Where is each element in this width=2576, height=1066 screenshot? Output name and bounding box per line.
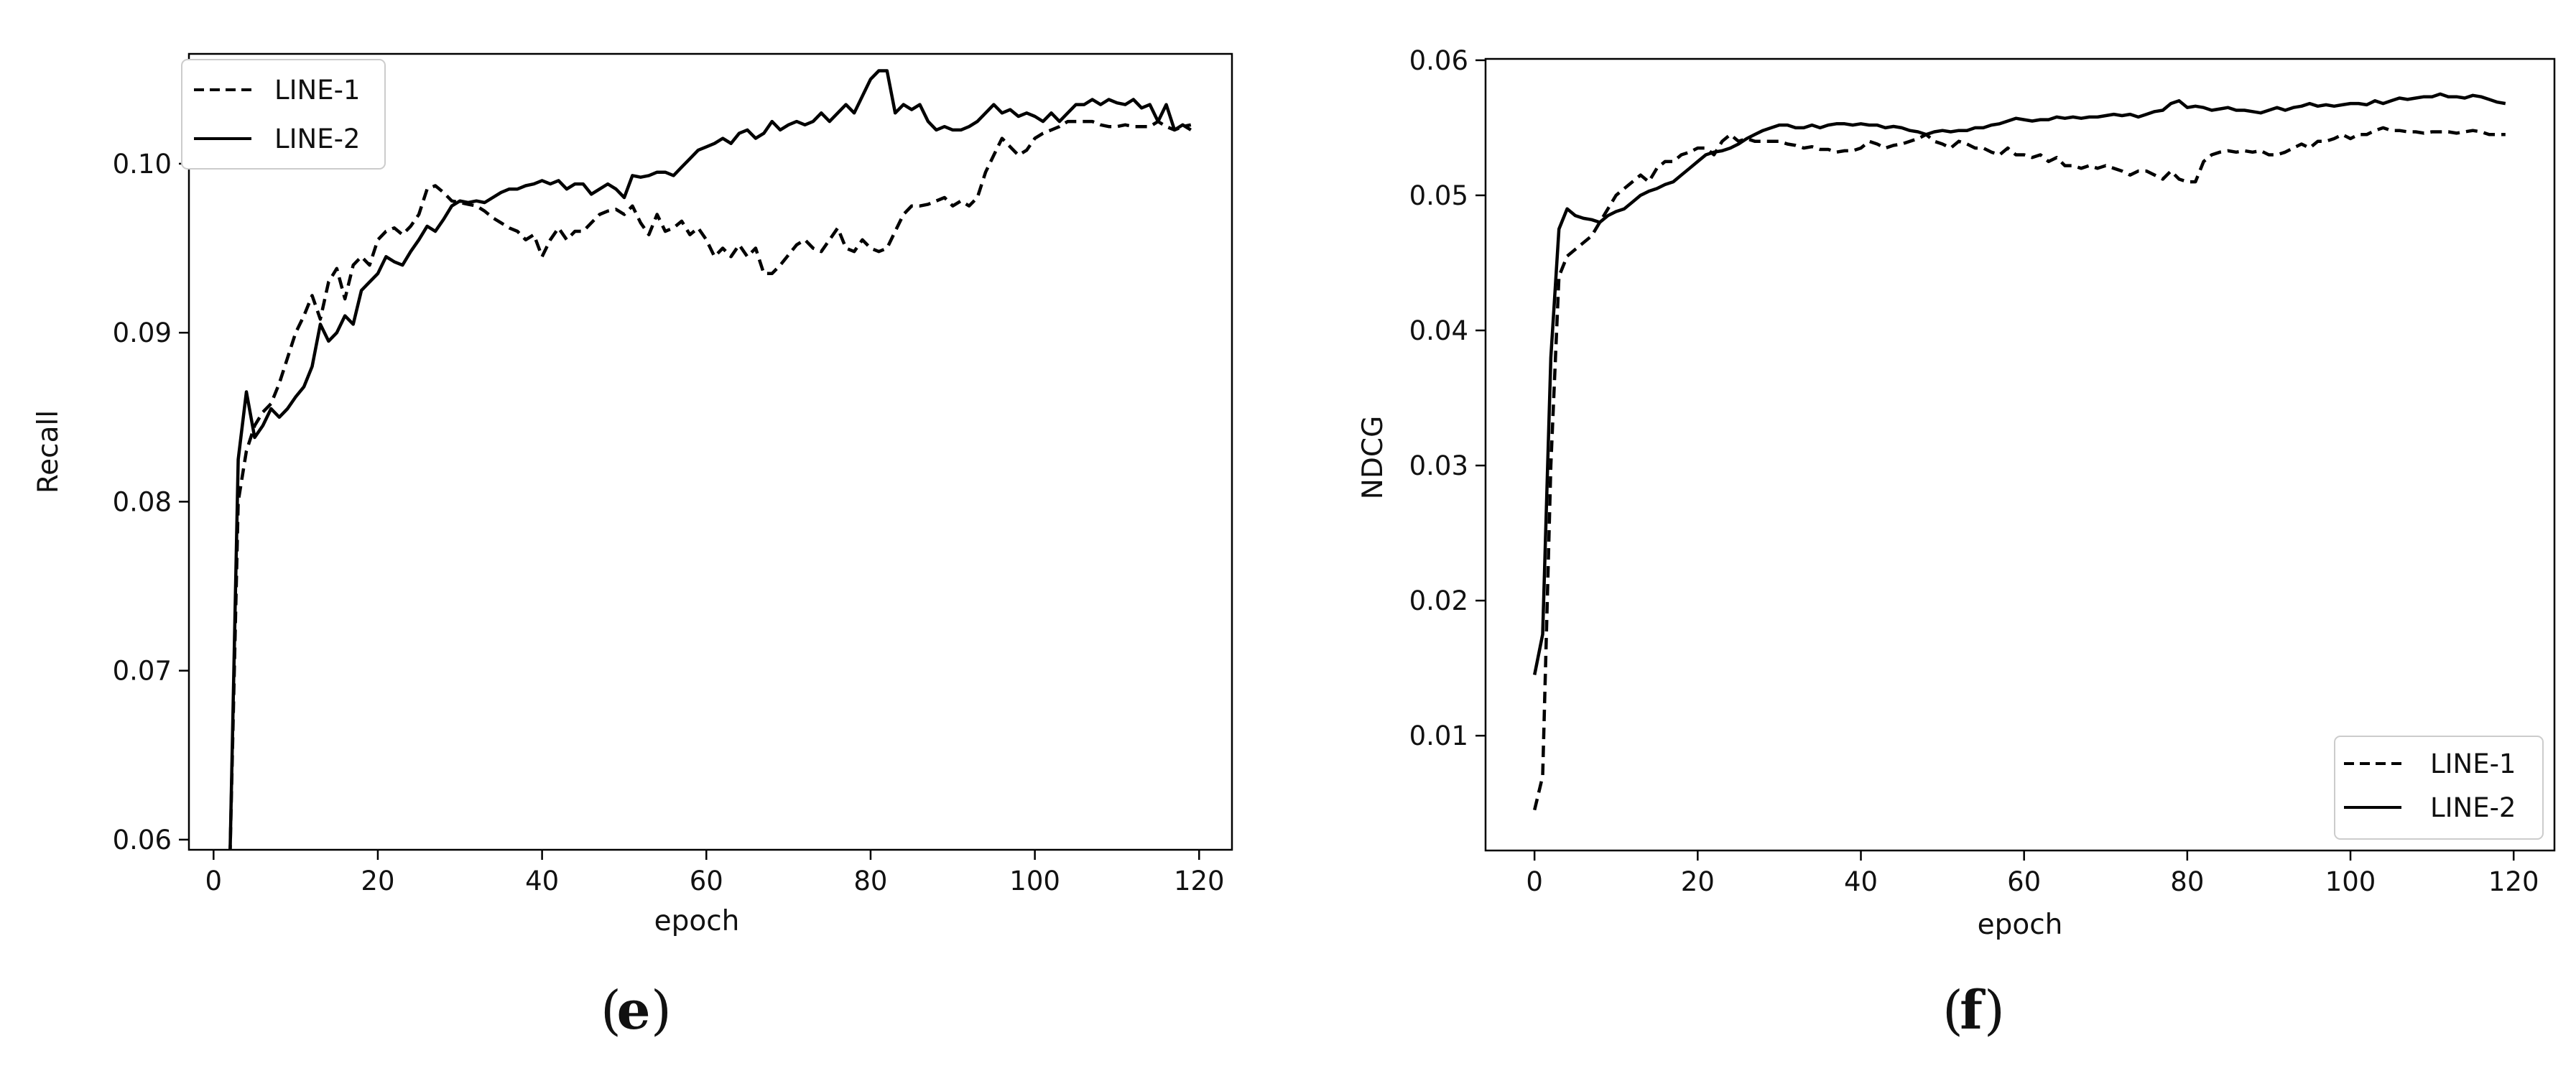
legend-box-f xyxy=(2334,736,2544,840)
series-layer-e xyxy=(228,69,1192,850)
x-tick-label-e: 80 xyxy=(853,866,887,896)
y-tick-label-f: 0.05 xyxy=(1409,180,1468,211)
x-tick-label-f: 120 xyxy=(2488,866,2539,897)
x-tick-label-e: 20 xyxy=(361,866,394,896)
x-axis-label-f: epoch xyxy=(1978,909,2063,941)
legend-f: LINE-1 LINE-2 xyxy=(2334,736,2544,840)
series-line-1-e xyxy=(228,119,1192,850)
legend-entry-line-1-e: LINE-1 xyxy=(274,75,360,106)
caption-close-paren-e: ) xyxy=(651,980,672,1042)
plot-frame-f xyxy=(1484,57,2556,852)
x-axis-label-e: epoch xyxy=(654,905,740,937)
caption-open-paren-e: ( xyxy=(601,980,621,1042)
x-tick-label-f: 100 xyxy=(2325,866,2376,897)
x-tick-label-e: 0 xyxy=(205,866,223,896)
panel-label-f: f xyxy=(1960,980,1986,1042)
y-axis-label-e: Recall xyxy=(32,410,65,493)
x-tick-label-f: 60 xyxy=(2007,866,2041,897)
panel-caption-e: ( e ) xyxy=(601,980,672,1042)
x-tick-label-e: 120 xyxy=(1174,866,1225,896)
y-tick-label-e: 0.06 xyxy=(113,825,172,856)
legend-e: LINE-1 LINE-2 xyxy=(181,59,386,170)
panel-caption-f: ( f ) xyxy=(1942,980,2005,1042)
legend-entry-line-2-e: LINE-2 xyxy=(274,124,360,154)
y-ticks-e: 0.06 0.07 0.08 0.09 0.10 xyxy=(113,149,189,856)
chart-panel-e: 0 20 40 60 80 100 120 0.06 0.07 0.08 0.09 0.10 epo… xyxy=(32,52,1233,1042)
chart-panel-f: 0 20 40 60 80 100 120 0.01 0.02 0.03 0.04 0.05 0.06… xyxy=(1357,45,2556,1042)
panel-label-e: e xyxy=(616,980,650,1042)
series-line-2-e xyxy=(228,69,1192,850)
x-ticks-e: 0 20 40 60 80 100 120 xyxy=(205,850,1225,896)
x-tick-label-f: 0 xyxy=(1526,866,1543,897)
y-tick-label-f: 0.04 xyxy=(1409,315,1468,346)
y-axis-label-f: NDCG xyxy=(1357,416,1389,500)
y-ticks-f: 0.01 0.02 0.03 0.04 0.05 0.06 xyxy=(1409,45,1486,751)
x-ticks-f: 0 20 40 60 80 100 120 xyxy=(1526,851,2539,897)
y-tick-label-e: 0.09 xyxy=(113,318,172,348)
x-tick-label-e: 40 xyxy=(525,866,559,896)
series-line-1-f xyxy=(1533,126,2506,811)
y-tick-label-f: 0.02 xyxy=(1409,585,1468,616)
y-tick-label-f: 0.01 xyxy=(1409,720,1468,751)
plot-frame-e xyxy=(187,52,1233,851)
y-tick-label-f: 0.03 xyxy=(1409,450,1468,481)
legend-entry-line-2-f: LINE-2 xyxy=(2430,792,2516,823)
series-layer-f xyxy=(1532,92,2506,811)
x-tick-label-e: 60 xyxy=(690,866,723,896)
x-tick-label-e: 100 xyxy=(1009,866,1060,896)
caption-open-paren-f: ( xyxy=(1942,980,1963,1042)
caption-close-paren-f: ) xyxy=(1984,980,2005,1042)
x-tick-label-f: 20 xyxy=(1681,866,1715,897)
y-tick-label-e: 0.08 xyxy=(113,486,172,517)
y-tick-label-e: 0.10 xyxy=(113,149,172,180)
y-tick-label-f: 0.06 xyxy=(1409,45,1468,76)
legend-box-e xyxy=(181,59,386,170)
x-tick-label-f: 40 xyxy=(1844,866,1878,897)
legend-entry-line-1-f: LINE-1 xyxy=(2430,748,2516,779)
x-tick-label-f: 80 xyxy=(2170,866,2204,897)
y-tick-label-e: 0.07 xyxy=(113,656,172,687)
series-line-2-f xyxy=(1532,92,2506,675)
